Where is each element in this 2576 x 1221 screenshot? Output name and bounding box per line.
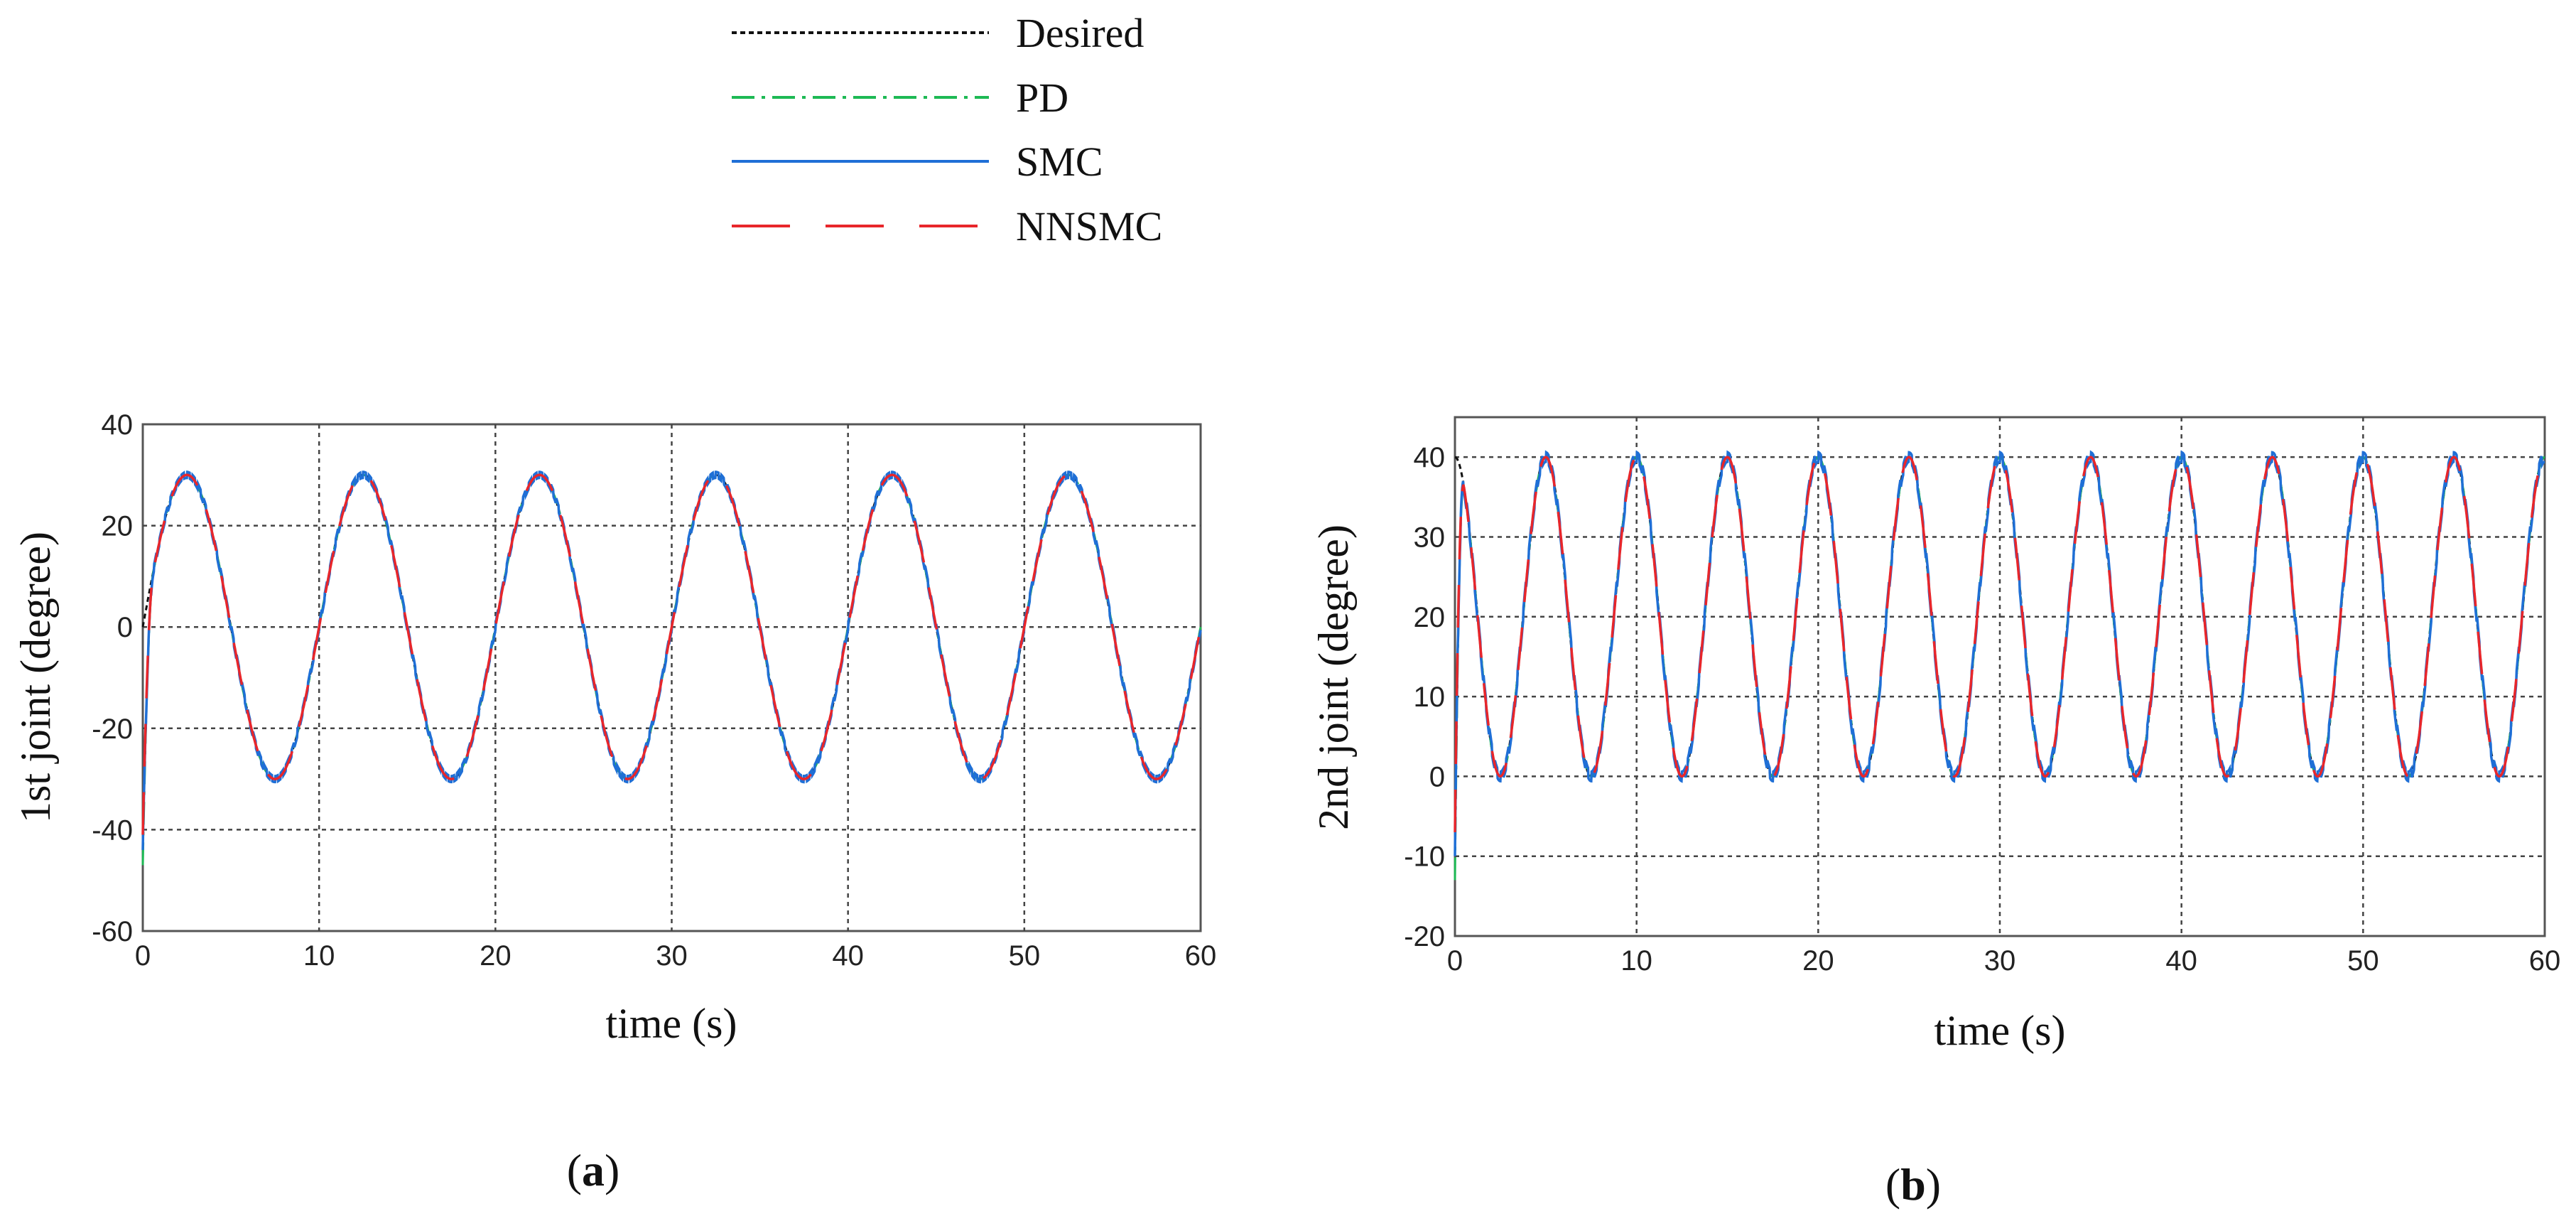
legend-label-nnsmc: NNSMC bbox=[1016, 203, 1162, 249]
x-tick-label: 50 bbox=[2347, 945, 2379, 977]
x-tick-label: 30 bbox=[1984, 945, 2016, 977]
y-tick-label: 0 bbox=[117, 612, 133, 643]
y-tick-label: 0 bbox=[1429, 761, 1445, 792]
x-axis-label-b: time (s) bbox=[1934, 1007, 2066, 1054]
ticks-a: 0 10 20 30 40 50 60 -60 -40 -20 0 20 40 bbox=[92, 409, 1216, 972]
y-tick-label: 40 bbox=[102, 409, 134, 441]
y-tick-label: 40 bbox=[1414, 442, 1446, 473]
x-tick-label: 0 bbox=[135, 940, 151, 972]
legend-entry-pd: PD bbox=[732, 75, 1068, 121]
y-axis-label-a: 1st joint (degree) bbox=[12, 532, 59, 823]
legend-label-smc: SMC bbox=[1016, 139, 1103, 185]
legend-entry-desired: Desired bbox=[732, 10, 1144, 56]
series-line-smc bbox=[1454, 450, 2545, 856]
x-axis-label-a: time (s) bbox=[606, 1000, 737, 1047]
series-line-nnsmc bbox=[141, 473, 1202, 835]
legend-label-desired: Desired bbox=[1016, 10, 1144, 56]
y-tick-label: 30 bbox=[1414, 522, 1446, 553]
y-tick-label: -10 bbox=[1404, 841, 1445, 873]
caption-a: (a) bbox=[567, 1145, 620, 1195]
y-tick-label: 20 bbox=[102, 511, 134, 542]
y-tick-label: -60 bbox=[92, 916, 133, 947]
x-tick-label: 20 bbox=[480, 940, 512, 972]
x-tick-label: 30 bbox=[656, 940, 688, 972]
y-tick-label: 20 bbox=[1414, 602, 1446, 633]
x-tick-label: 60 bbox=[2529, 945, 2561, 977]
legend-label-pd: PD bbox=[1016, 75, 1068, 121]
y-tick-label: -40 bbox=[92, 814, 133, 846]
caption-b: (b) bbox=[1885, 1159, 1941, 1210]
y-tick-label: 10 bbox=[1414, 682, 1446, 713]
x-tick-label: 0 bbox=[1447, 945, 1463, 977]
ticks-b: 0 10 20 30 40 50 60 -20 -10 0 10 20 30 40 bbox=[1404, 442, 2560, 977]
x-tick-label: 40 bbox=[832, 940, 864, 972]
x-tick-label: 10 bbox=[1620, 945, 1652, 977]
x-tick-label: 50 bbox=[1009, 940, 1041, 972]
x-tick-label: 20 bbox=[1802, 945, 1834, 977]
series-lines-a bbox=[141, 470, 1202, 866]
chart-panel-b: 0 10 20 30 40 50 60 -20 -10 0 10 20 30 40 time (s) 2n… bbox=[1310, 416, 2560, 1210]
series-lines-b bbox=[1454, 450, 2545, 881]
x-tick-label: 40 bbox=[2165, 945, 2197, 977]
legend-entry-smc: SMC bbox=[732, 139, 1103, 185]
y-tick-label: -20 bbox=[92, 714, 133, 745]
y-tick-label: -20 bbox=[1404, 921, 1445, 952]
legend: Desired PD SMC NNSMC bbox=[732, 10, 1162, 249]
legend-entry-nnsmc: NNSMC bbox=[732, 203, 1162, 249]
x-tick-label: 10 bbox=[303, 940, 335, 972]
y-axis-label-b: 2nd joint (degree) bbox=[1310, 525, 1357, 830]
chart-panel-a: 0 10 20 30 40 50 60 -60 -40 -20 0 20 40 time (s) 1st… bbox=[12, 409, 1216, 1195]
x-tick-label: 60 bbox=[1185, 940, 1217, 972]
